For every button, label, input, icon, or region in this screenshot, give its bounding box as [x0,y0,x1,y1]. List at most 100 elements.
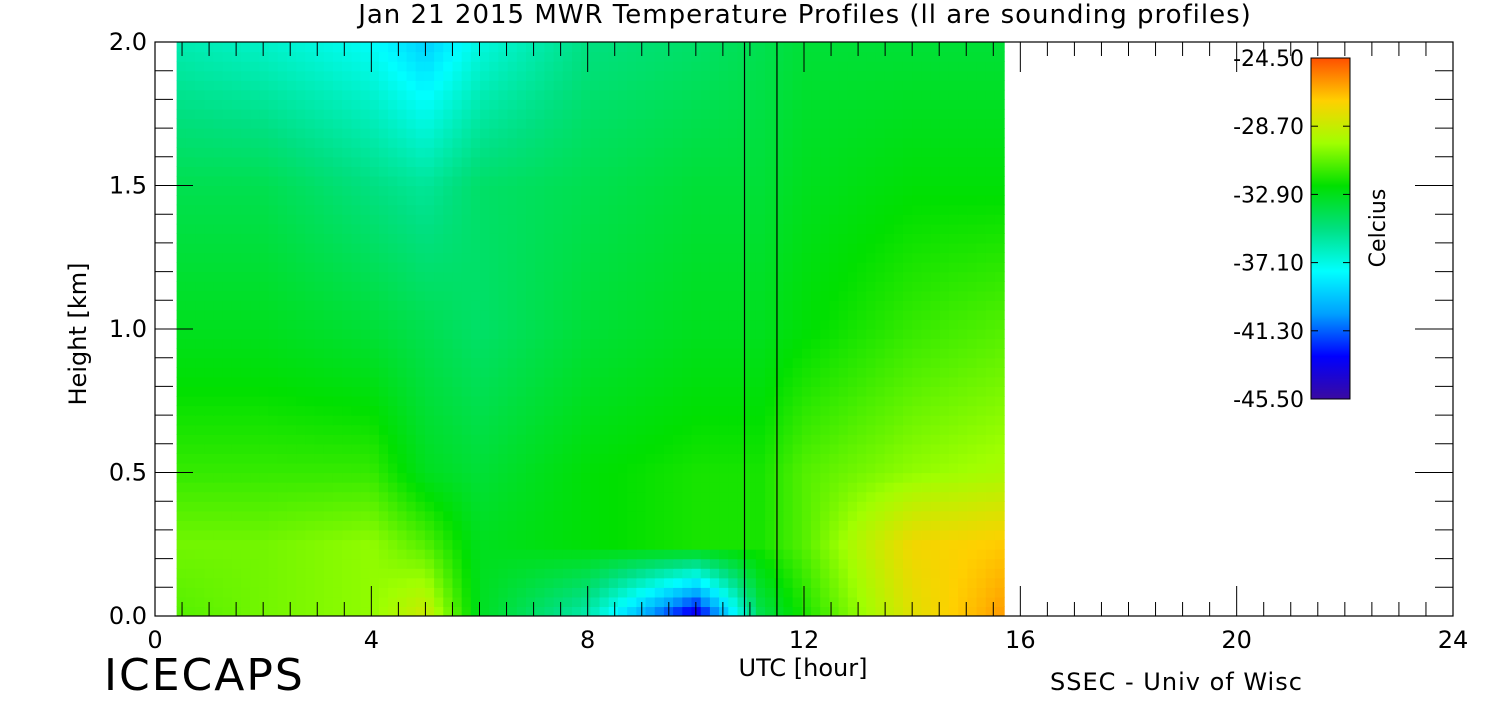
heatmap-cell [912,549,922,560]
heatmap-cell [489,89,500,100]
heatmap-cell [305,539,316,550]
heatmap-cell [774,338,785,349]
heatmap-cell [286,405,297,416]
heatmap-cell [902,558,913,569]
heatmap-cell [562,596,573,608]
heatmap-cell [617,501,628,512]
heatmap-cell [948,453,959,464]
heatmap-cell [516,539,527,550]
heatmap-cell [948,482,959,493]
heatmap-cell [902,156,913,167]
heatmap-cell [222,319,233,330]
heatmap-cell [709,281,720,292]
heatmap-cell [424,185,435,196]
heatmap-cell [976,204,987,215]
heatmap-cell [673,128,683,139]
heatmap-cell [268,290,279,301]
heatmap-cell [553,348,564,359]
heatmap-cell [535,300,545,311]
heatmap-cell [185,453,196,464]
heatmap-cell [452,319,463,330]
heatmap-cell [590,147,601,158]
heatmap-cell [489,147,500,158]
heatmap-cell [746,606,757,616]
heatmap-cell [553,424,564,435]
heatmap-cell [452,156,463,167]
heatmap-cell [792,510,803,521]
heatmap-cell [415,319,426,330]
heatmap-cell [516,520,527,531]
heatmap-cell [296,108,306,120]
heatmap-cell [884,223,895,234]
heatmap-cell [921,376,932,387]
heatmap-cell [314,529,325,541]
heatmap-cell [489,80,500,91]
heatmap-cell [231,424,242,435]
heatmap-cell [470,386,481,397]
heatmap-cell [783,204,794,215]
heatmap-cell [480,290,490,301]
heatmap-cell [259,233,270,244]
heatmap-cell [332,242,343,254]
heatmap-cell [728,558,739,569]
heatmap-cell [526,472,536,483]
heatmap-cell [599,376,610,387]
heatmap-cell [700,520,711,531]
heatmap-cell [571,424,582,435]
heatmap-cell [820,501,831,512]
heatmap-cell [958,395,968,407]
heatmap-cell [994,233,1005,244]
heatmap-cell [912,166,922,177]
heatmap-cell [820,166,831,177]
heatmap-cell [535,147,545,158]
heatmap-cell [222,424,233,435]
heatmap-cell [195,223,205,234]
heatmap-cell [719,443,729,454]
heatmap-cell [958,558,968,569]
heatmap-cell [240,587,251,598]
heatmap-cell [406,156,417,167]
heatmap-cell [277,415,288,426]
heatmap-cell [204,357,215,368]
heatmap-cell [994,376,1005,387]
heatmap-cell [838,587,849,598]
heatmap-cell [774,118,785,129]
heatmap-cell [268,262,279,273]
heatmap-cell [783,195,794,206]
heatmap-cell [654,376,665,387]
heatmap-cell [342,443,352,454]
heatmap-cell [516,185,527,196]
heatmap-cell [544,214,555,225]
heatmap-cell [222,290,233,301]
heatmap-cell [351,300,362,311]
heatmap-cell [424,195,435,206]
heatmap-cell [305,137,316,148]
heatmap-cell [921,281,932,292]
heatmap-cell [847,329,858,340]
heatmap-cell [195,166,205,177]
heatmap-cell [250,510,260,521]
heatmap-cell [774,233,785,244]
heatmap-cell [627,185,637,196]
heatmap-cell [884,271,895,282]
heatmap-cell [240,367,251,378]
heatmap-cell [700,262,711,273]
heatmap-cell [195,510,205,521]
heatmap-cell [645,577,656,588]
heatmap-cell [213,108,224,120]
heatmap-cell [176,290,187,301]
heatmap-cell [737,214,748,225]
heatmap-cell [277,128,288,139]
heatmap-cell [967,501,978,512]
heatmap-cell [369,596,380,608]
heatmap-cell [406,558,417,569]
heatmap-cell [902,424,913,435]
heatmap-cell [654,128,665,139]
heatmap-cell [599,99,610,110]
heatmap-cell [645,290,656,301]
heatmap-cell [397,128,408,139]
heatmap-cell [912,434,922,445]
heatmap-cell [204,577,215,588]
heatmap-cell [443,395,454,407]
heatmap-cell [902,357,913,368]
